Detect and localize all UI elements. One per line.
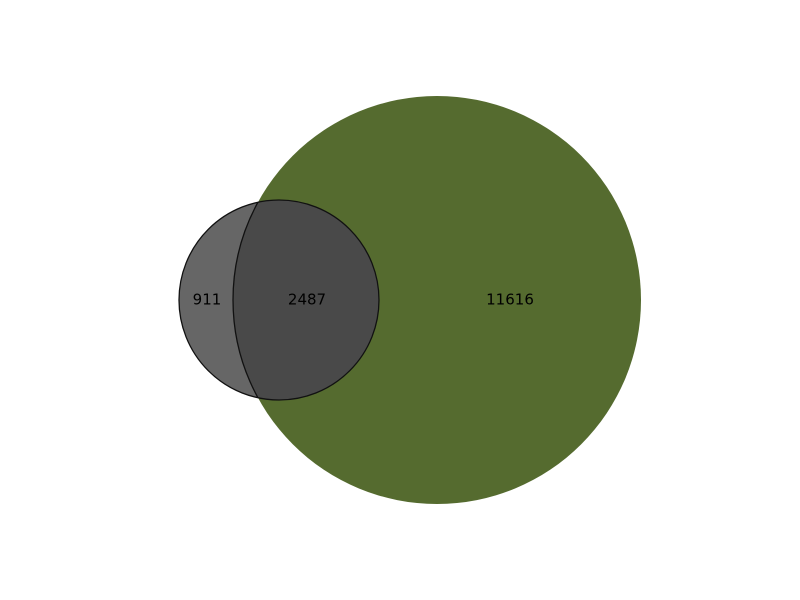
region-label-a-only: 911 <box>193 291 222 309</box>
region-label-intersection: 2487 <box>288 291 326 309</box>
set-a-outline <box>178 199 380 401</box>
region-label-b-only: 11616 <box>486 291 534 309</box>
set-b-circle <box>233 96 641 504</box>
intersection-outline <box>232 201 259 399</box>
